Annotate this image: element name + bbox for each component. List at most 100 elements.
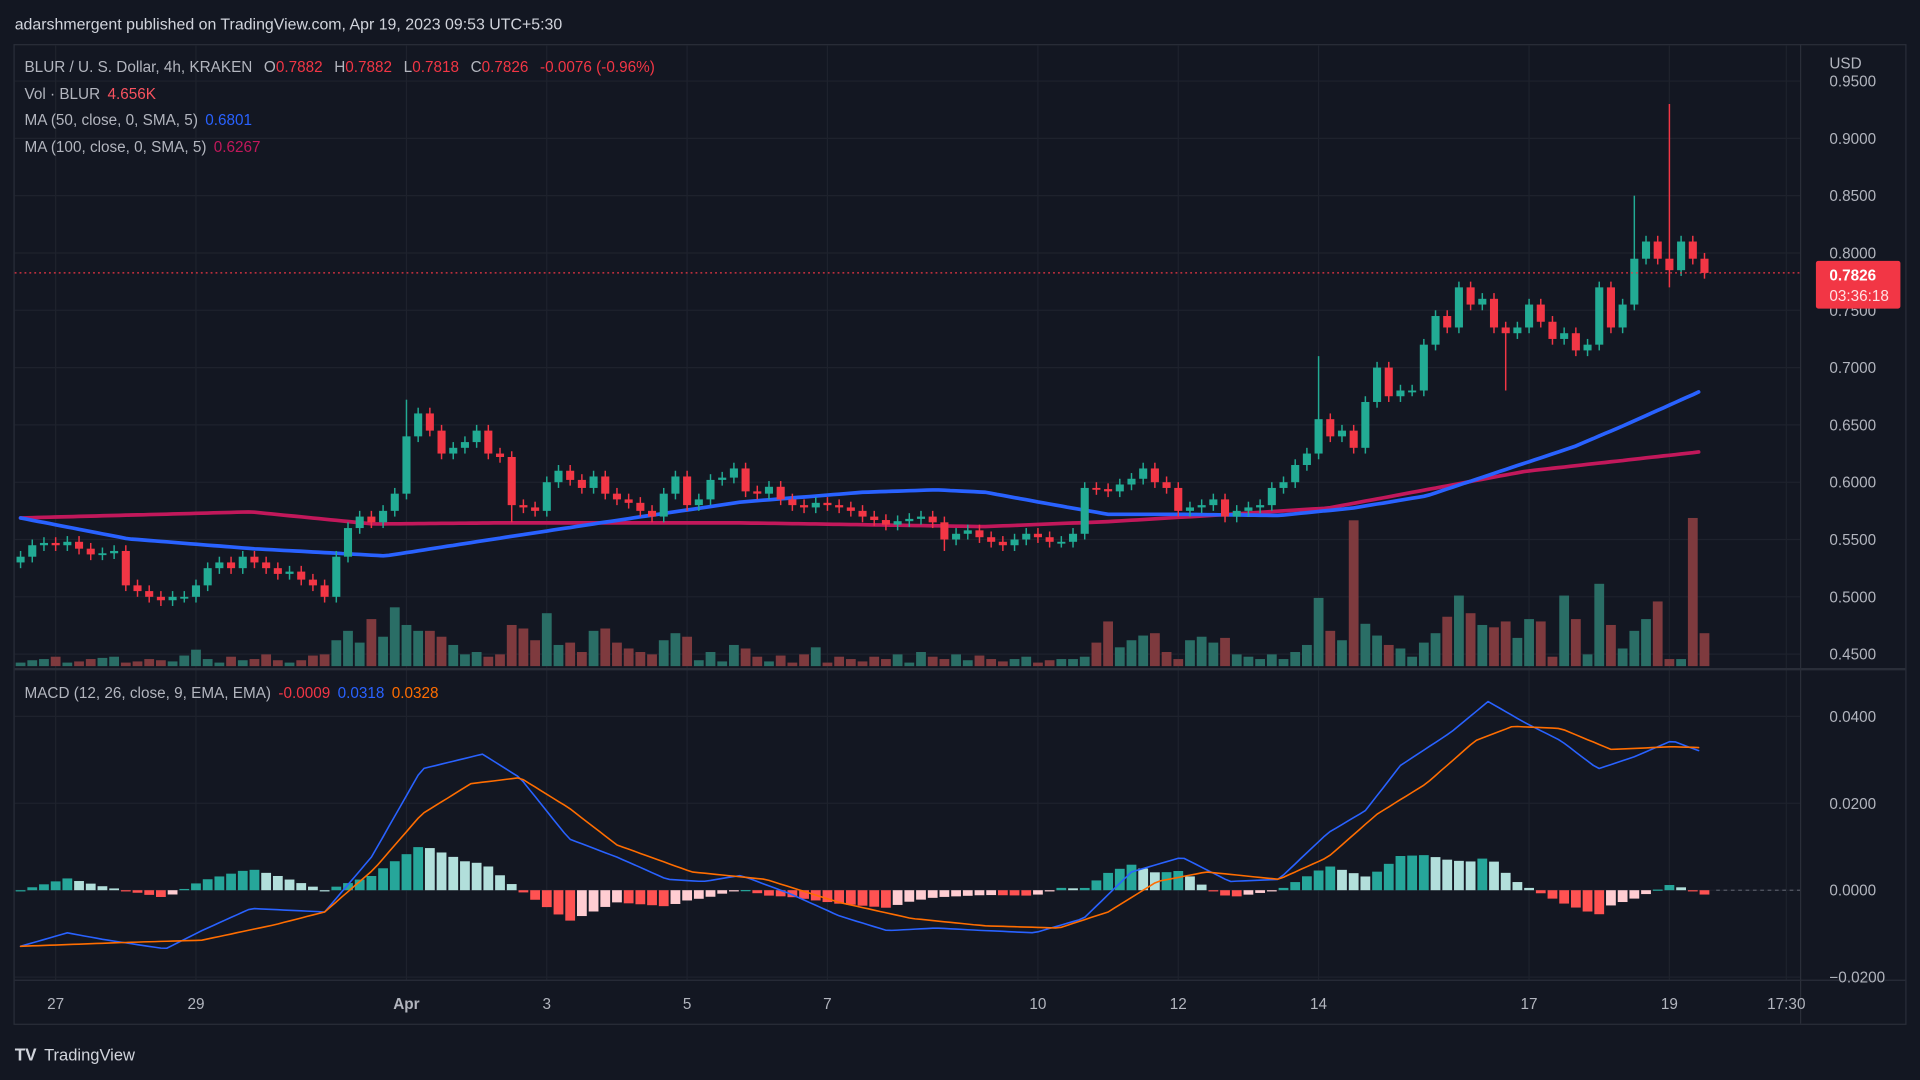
candle-body [659,493,668,517]
candle-body [460,442,469,448]
candle-body [390,493,399,511]
legend-ohlc: BLUR / U. S. Dollar, 4h, KRAKEN O0.7882 … [24,59,654,76]
candle-body [823,502,832,506]
candle [308,573,317,592]
volume-bar [1033,662,1043,667]
candle [414,407,423,443]
time-tick-label: 27 [47,996,64,1013]
candle-body [285,571,294,574]
candle-body [355,516,364,529]
volume-bar [495,654,505,667]
candle-body [1373,367,1382,402]
candle-body [507,456,516,506]
candle-body [1536,304,1545,322]
candle-body [519,505,528,508]
candle [285,565,294,580]
volume-bar [1185,640,1195,667]
macd-histogram-bar [237,870,248,891]
volume-bars [15,517,1710,667]
volume-bar [1313,597,1324,667]
candle [1583,338,1592,357]
macd-histogram-bar [1687,890,1698,892]
candle-body [1057,541,1066,544]
volume-bar [1208,642,1219,667]
volume-bar [1220,637,1230,667]
macd-histogram-bar [1617,890,1628,903]
candle-body [98,553,107,556]
volume-bar [1559,595,1570,667]
volume-bar [810,647,821,667]
candle [168,591,177,606]
macd-tick-label: 0.0000 [1829,883,1876,900]
time-tick-label: 19 [1661,996,1678,1013]
candle-body [379,510,388,523]
macd-histogram-bar [576,890,587,917]
candle-body [893,521,902,525]
volume-bar [1114,647,1125,667]
candle-body [1454,287,1463,328]
tradingview-logo[interactable]: TV TradingView [15,1044,135,1064]
legend-macd[interactable]: MACD (12, 26, close, 9, EMA, EMA) -0.0009… [24,685,438,702]
candle [1466,281,1475,311]
volume-bar [191,649,201,667]
candle-body [75,541,84,549]
macd-histogram-bar [167,890,178,895]
volume-bar [1278,659,1289,667]
volume-bar [214,662,225,667]
volume-bar [1009,659,1020,667]
candle [1408,384,1417,397]
volume-bar [1512,637,1523,667]
macd-histogram-bar [764,890,774,896]
volume-bar [775,655,786,667]
candle [764,481,774,500]
candle-body [741,468,750,492]
candle [1302,447,1311,471]
volume-bar [506,624,517,667]
candle [788,493,797,511]
volume-bar [787,662,798,667]
candle [1536,298,1545,328]
volume-bar [1535,621,1546,667]
legend-ma50[interactable]: MA (50, close, 0, SMA, 5) 0.6801 [24,112,252,129]
macd-histogram-bar [62,878,73,891]
volume-bar [62,662,73,667]
volume-bar [319,654,330,667]
macd-histogram-bar [588,890,599,912]
volume-bar [1255,659,1266,667]
volume-bar [1676,659,1686,667]
candle [1478,293,1487,311]
symbol-label[interactable]: BLUR / U. S. Dollar, 4h, KRAKEN [24,59,252,76]
candle-body [952,533,961,540]
candle [566,465,575,486]
macd-histogram-bar [401,854,412,891]
time-axis[interactable]: 27 29 Apr 3 5 7 10 12 14 17 19 17:30 [47,996,1805,1013]
macd-histogram-bar [308,886,318,891]
candle-body [1033,533,1042,538]
volume-bar [483,656,494,667]
volume-bar [1372,635,1382,667]
macd-histogram-bar [354,879,365,891]
volume-bar [612,642,622,667]
volume-bar [1161,652,1172,667]
candle-body [51,542,60,546]
candle-body [1641,241,1651,259]
price-axis[interactable]: 0.95000.90000.85000.80000.75000.70000.65… [1829,74,1876,664]
legend-volume[interactable]: Vol · BLUR 4.656K [24,86,156,103]
candle-body [566,470,575,480]
volume-bar [1068,659,1078,667]
macd-histogram-bar [506,884,517,891]
candle-body [402,436,411,494]
macd-histogram-bar [1641,890,1651,895]
volume-bar [1418,642,1429,667]
legend-ma100[interactable]: MA (100, close, 0, SMA, 5) 0.6267 [24,139,260,156]
volume-bar [881,659,891,667]
candle [1279,476,1288,494]
candle [203,562,212,592]
last-price-label: 0.7826 03:36:18 [1815,260,1901,309]
volume-bar [1126,640,1137,667]
macd-axis[interactable]: 0.0400 0.0200 0.0000 −0.0200 [1829,709,1885,987]
volume-bar [471,652,482,667]
candle [343,522,353,563]
volume-bar [272,660,283,667]
